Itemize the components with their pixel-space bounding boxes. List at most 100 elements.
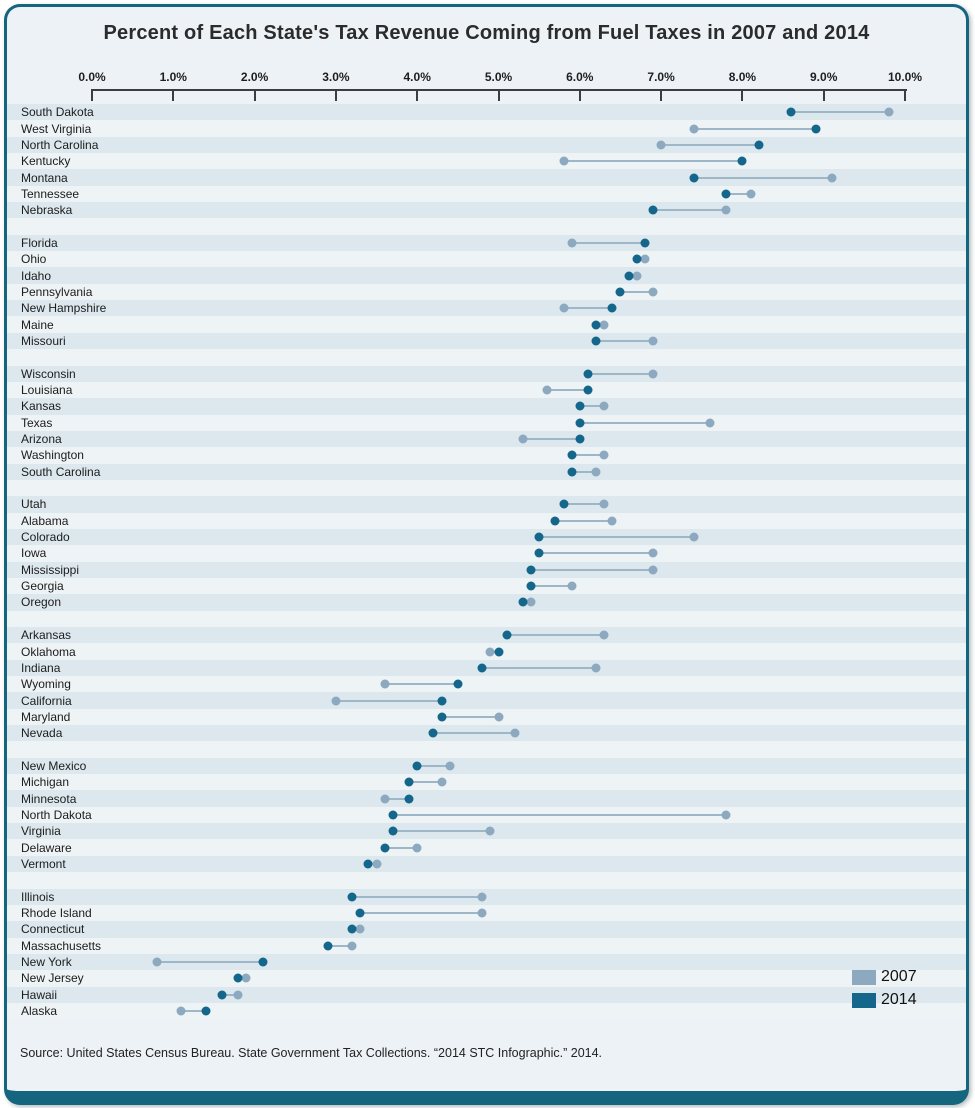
connector-line bbox=[596, 339, 653, 342]
state-row: Nevada bbox=[7, 725, 966, 742]
dot-2014 bbox=[380, 843, 390, 853]
dot-2007 bbox=[648, 565, 658, 575]
state-label: Ohio bbox=[21, 252, 47, 267]
dot-2007 bbox=[746, 189, 756, 199]
state-label: Oklahoma bbox=[21, 644, 76, 659]
dot-2007 bbox=[648, 548, 658, 558]
state-label: South Carolina bbox=[21, 464, 101, 479]
connector-line bbox=[417, 764, 450, 767]
state-row: Oregon bbox=[7, 594, 966, 611]
state-row: Maryland bbox=[7, 708, 966, 726]
state-label: Louisiana bbox=[21, 383, 73, 398]
dot-2014 bbox=[534, 532, 544, 542]
dot-2007 bbox=[656, 140, 666, 150]
dot-2007 bbox=[591, 467, 601, 477]
dot-2014 bbox=[437, 696, 447, 706]
dot-2007 bbox=[331, 696, 341, 706]
connector-line bbox=[335, 699, 442, 702]
dot-2014 bbox=[355, 908, 365, 918]
state-row: Wyoming bbox=[7, 676, 966, 693]
dot-2014 bbox=[347, 892, 357, 902]
dot-2007 bbox=[559, 156, 569, 166]
state-row: Louisiana bbox=[7, 381, 966, 399]
state-label: Mississippi bbox=[21, 562, 80, 577]
connector-line bbox=[384, 846, 418, 849]
legend-swatch-2014 bbox=[852, 992, 876, 1008]
dot-2014 bbox=[217, 990, 227, 1000]
state-label: Montana bbox=[21, 170, 68, 185]
dot-2007 bbox=[640, 254, 650, 264]
dot-2007 bbox=[526, 597, 536, 607]
state-label: Idaho bbox=[21, 268, 52, 283]
connector-line bbox=[409, 781, 442, 784]
x-tick-mark bbox=[904, 89, 906, 101]
state-label: Nebraska bbox=[21, 203, 73, 218]
state-row: Illinois bbox=[7, 888, 966, 905]
connector-line bbox=[506, 634, 605, 637]
state-label: Michigan bbox=[21, 775, 70, 790]
dot-2014 bbox=[811, 124, 821, 134]
dot-2007 bbox=[233, 990, 243, 1000]
dot-2014 bbox=[559, 499, 569, 509]
state-row: Idaho bbox=[7, 267, 966, 284]
state-row: Alaska bbox=[7, 1002, 966, 1020]
group-gap bbox=[7, 872, 966, 889]
state-row: Indiana bbox=[7, 659, 966, 677]
dot-2014 bbox=[575, 434, 585, 444]
x-tick-label: 5.0% bbox=[484, 70, 513, 84]
dot-2014 bbox=[233, 973, 243, 983]
chart-title: Percent of Each State's Tax Revenue Comi… bbox=[103, 22, 870, 44]
state-label: Alaska bbox=[21, 1004, 58, 1019]
dot-2014 bbox=[632, 254, 642, 264]
dot-2007 bbox=[827, 173, 837, 183]
dot-2007 bbox=[355, 924, 365, 934]
state-label: Rhode Island bbox=[21, 906, 92, 921]
state-label: Arkansas bbox=[21, 628, 72, 643]
dot-2014 bbox=[689, 173, 699, 183]
dot-2007 bbox=[591, 663, 601, 673]
dot-2014 bbox=[591, 336, 601, 346]
dot-2014 bbox=[323, 941, 333, 951]
dot-2014 bbox=[624, 271, 634, 281]
state-label: Oregon bbox=[21, 595, 62, 610]
dot-2014 bbox=[388, 810, 398, 820]
state-row: New Mexico bbox=[7, 757, 966, 775]
connector-line bbox=[539, 552, 653, 555]
state-label: Washington bbox=[21, 448, 84, 463]
x-tick-label: 0.0% bbox=[78, 70, 106, 84]
state-row: New Jersey bbox=[7, 970, 966, 987]
x-tick-label: 6.0% bbox=[566, 70, 594, 84]
group-gap bbox=[7, 610, 966, 627]
legend-swatch-2007 bbox=[852, 969, 876, 985]
connector-line bbox=[384, 683, 458, 686]
state-row: Arizona bbox=[7, 430, 966, 448]
dot-2014 bbox=[404, 794, 414, 804]
state-label: Kansas bbox=[21, 399, 62, 414]
state-label: Missouri bbox=[21, 333, 66, 348]
x-tick-mark bbox=[822, 89, 825, 101]
connector-line bbox=[563, 307, 613, 310]
group-gap bbox=[7, 349, 966, 366]
state-label: Alabama bbox=[21, 513, 69, 528]
connector-line bbox=[384, 797, 410, 800]
state-row: Texas bbox=[7, 414, 966, 431]
dot-2007 bbox=[648, 336, 658, 346]
dot-2007 bbox=[510, 728, 520, 738]
connector-line bbox=[181, 1010, 206, 1013]
state-row: Iowa bbox=[7, 545, 966, 562]
dot-2007 bbox=[599, 320, 609, 330]
state-label: Tennessee bbox=[21, 186, 80, 201]
state-row: Missouri bbox=[7, 332, 966, 350]
state-row: New York bbox=[7, 953, 966, 971]
connector-line bbox=[522, 438, 580, 441]
connector-line bbox=[157, 961, 263, 964]
state-label: Georgia bbox=[21, 579, 64, 594]
state-label: Delaware bbox=[21, 840, 72, 855]
connector-line bbox=[726, 192, 751, 195]
x-tick-mark bbox=[334, 89, 337, 101]
connector-line bbox=[587, 372, 653, 375]
connector-line bbox=[571, 454, 605, 457]
dot-2007 bbox=[721, 810, 731, 820]
state-row: North Dakota bbox=[7, 806, 966, 824]
x-tick-mark bbox=[91, 89, 93, 101]
